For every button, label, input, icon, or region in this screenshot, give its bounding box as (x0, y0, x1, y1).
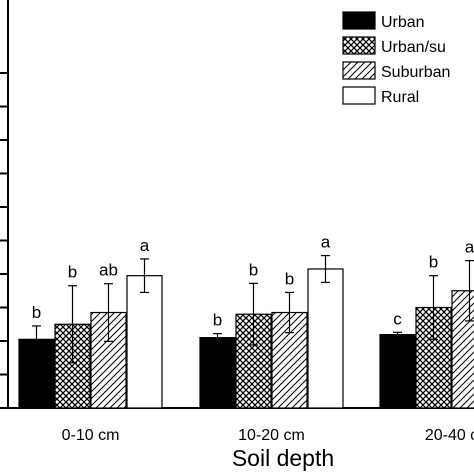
significance-label: b (68, 263, 77, 282)
legend-label: Suburban (381, 64, 450, 81)
legend-label: Rural (381, 89, 419, 106)
significance-label: a (321, 233, 331, 252)
x-tick-label: 10-20 cm (238, 427, 305, 444)
bar-open-2 (307, 268, 344, 409)
significance-label: b (213, 311, 222, 330)
legend-swatch-crosshatch (342, 36, 376, 55)
x-tick-label: 0-10 cm (62, 427, 120, 444)
legend: Urban Urban/su Suburban Rural (342, 11, 450, 106)
x-axis-title: Soil depth (232, 445, 334, 471)
legend-swatch-solid (342, 11, 376, 30)
bar-solid-3 (379, 334, 416, 409)
plot-area: b b ab a 0-10 cm b b b a 10-20 cm c b a 20-40 c (0, 0, 474, 444)
significance-label: b (249, 260, 258, 279)
significance-label: b (285, 269, 294, 288)
significance-label: a (465, 238, 474, 257)
significance-label: b (429, 253, 438, 272)
bar-diagonal-3 (451, 290, 474, 409)
bar-solid-2 (199, 337, 236, 409)
bar-open-1 (126, 275, 163, 409)
legend-swatch-open (342, 86, 376, 105)
legend-label: Urban (381, 14, 425, 31)
legend-swatch-diagonal (342, 61, 376, 80)
significance-label: ab (99, 261, 118, 280)
x-tick-label: 20-40 c (425, 427, 474, 444)
bar-solid-1 (18, 338, 55, 409)
significance-label: a (140, 236, 150, 255)
legend-label: Urban/su (381, 39, 446, 56)
significance-label: c (393, 309, 402, 328)
significance-label: b (32, 303, 41, 322)
